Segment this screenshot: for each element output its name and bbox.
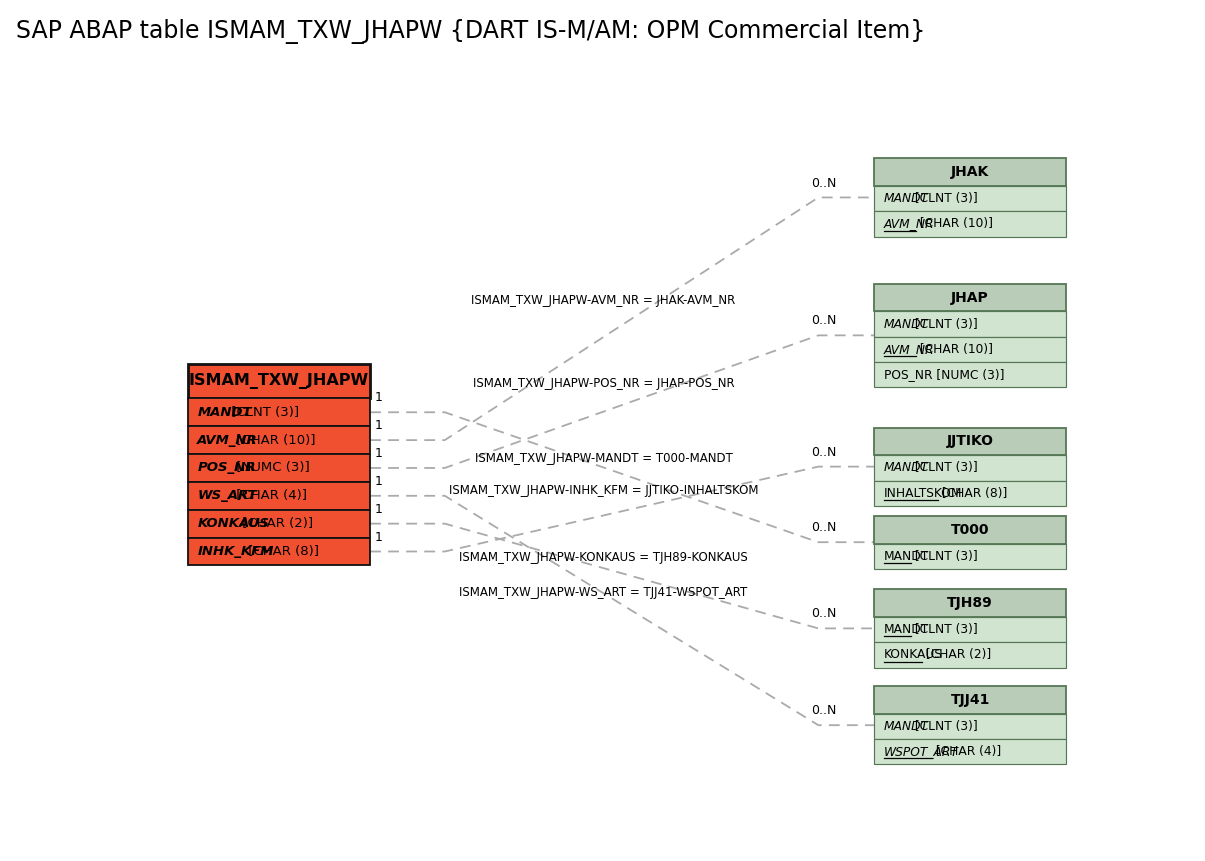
- Text: POS_NR: POS_NR: [198, 461, 255, 474]
- Text: [CHAR (2)]: [CHAR (2)]: [922, 648, 991, 661]
- Text: 1: 1: [375, 475, 383, 488]
- FancyBboxPatch shape: [875, 455, 1065, 480]
- FancyBboxPatch shape: [875, 617, 1065, 642]
- Text: ISMAM_TXW_JHAPW-KONKAUS = TJH89-KONKAUS: ISMAM_TXW_JHAPW-KONKAUS = TJH89-KONKAUS: [459, 551, 748, 564]
- Text: MANDT: MANDT: [883, 318, 929, 331]
- Text: MANDT: MANDT: [883, 461, 929, 474]
- FancyBboxPatch shape: [875, 589, 1065, 617]
- Text: WSPOT_ART: WSPOT_ART: [883, 746, 959, 759]
- Text: T000: T000: [951, 523, 989, 536]
- Text: [CHAR (4)]: [CHAR (4)]: [933, 746, 1001, 759]
- FancyBboxPatch shape: [875, 516, 1065, 543]
- Text: 1: 1: [375, 503, 383, 516]
- Text: SAP ABAP table ISMAM_TXW_JHAPW {DART IS-M/AM: OPM Commercial Item}: SAP ABAP table ISMAM_TXW_JHAPW {DART IS-…: [16, 19, 925, 44]
- Text: [CLNT (3)]: [CLNT (3)]: [911, 623, 977, 636]
- Text: [NUMC (3)]: [NUMC (3)]: [233, 461, 310, 474]
- Text: [CLNT (3)]: [CLNT (3)]: [911, 318, 977, 331]
- FancyBboxPatch shape: [875, 714, 1065, 739]
- FancyBboxPatch shape: [875, 686, 1065, 714]
- FancyBboxPatch shape: [875, 739, 1065, 765]
- Text: JHAK: JHAK: [951, 165, 989, 179]
- FancyBboxPatch shape: [875, 362, 1065, 387]
- Text: 1: 1: [375, 419, 383, 432]
- Text: JJTIKO: JJTIKO: [947, 435, 994, 449]
- FancyBboxPatch shape: [188, 482, 370, 510]
- Text: TJH89: TJH89: [947, 596, 993, 610]
- Text: [CHAR (8)]: [CHAR (8)]: [937, 486, 1007, 499]
- Text: ISMAM_TXW_JHAPW-INHK_KFM = JJTIKO-INHALTSKOM: ISMAM_TXW_JHAPW-INHK_KFM = JJTIKO-INHALT…: [448, 484, 758, 497]
- Text: [CHAR (10)]: [CHAR (10)]: [916, 218, 993, 231]
- Text: INHALTSKOM: INHALTSKOM: [883, 486, 963, 499]
- Text: ISMAM_TXW_JHAPW: ISMAM_TXW_JHAPW: [189, 373, 369, 389]
- Text: ISMAM_TXW_JHAPW-WS_ART = TJJ41-WSPOT_ART: ISMAM_TXW_JHAPW-WS_ART = TJJ41-WSPOT_ART: [459, 585, 747, 598]
- Text: [CLNT (3)]: [CLNT (3)]: [911, 461, 977, 474]
- Text: MANDT: MANDT: [883, 720, 929, 733]
- FancyBboxPatch shape: [875, 186, 1065, 212]
- Text: 1: 1: [375, 530, 383, 543]
- Text: KONKAUS: KONKAUS: [883, 648, 942, 661]
- FancyBboxPatch shape: [875, 212, 1065, 237]
- Text: JHAP: JHAP: [951, 290, 989, 305]
- Text: [CHAR (10)]: [CHAR (10)]: [916, 343, 993, 356]
- Text: ISMAM_TXW_JHAPW-MANDT = T000-MANDT: ISMAM_TXW_JHAPW-MANDT = T000-MANDT: [475, 452, 733, 465]
- FancyBboxPatch shape: [875, 312, 1065, 337]
- Text: 1: 1: [375, 447, 383, 460]
- Text: MANDT: MANDT: [883, 192, 929, 205]
- Text: AVM_NR: AVM_NR: [883, 343, 934, 356]
- Text: [CLNT (3)]: [CLNT (3)]: [911, 549, 977, 562]
- Text: 0..N: 0..N: [811, 446, 836, 459]
- Text: 0..N: 0..N: [811, 521, 836, 534]
- Text: [CLNT (3)]: [CLNT (3)]: [911, 192, 977, 205]
- Text: POS_NR [NUMC (3)]: POS_NR [NUMC (3)]: [883, 368, 1004, 381]
- Text: MANDT: MANDT: [198, 406, 252, 418]
- FancyBboxPatch shape: [875, 283, 1065, 312]
- FancyBboxPatch shape: [188, 510, 370, 537]
- Text: 0..N: 0..N: [811, 314, 836, 327]
- Text: 0..N: 0..N: [811, 704, 836, 717]
- FancyBboxPatch shape: [875, 642, 1065, 667]
- Text: [CHAR (2)]: [CHAR (2)]: [239, 517, 313, 530]
- Text: [CLNT (3)]: [CLNT (3)]: [911, 720, 977, 733]
- Text: 0..N: 0..N: [811, 608, 836, 621]
- Text: 1: 1: [375, 391, 383, 405]
- Text: [CHAR (4)]: [CHAR (4)]: [233, 489, 307, 502]
- Text: WS_ART: WS_ART: [198, 489, 257, 502]
- Text: ISMAM_TXW_JHAPW-AVM_NR = JHAK-AVM_NR: ISMAM_TXW_JHAPW-AVM_NR = JHAK-AVM_NR: [471, 294, 736, 307]
- Text: [CHAR (10)]: [CHAR (10)]: [233, 434, 316, 447]
- FancyBboxPatch shape: [875, 428, 1065, 455]
- FancyBboxPatch shape: [875, 337, 1065, 362]
- Text: [CHAR (8)]: [CHAR (8)]: [245, 545, 319, 558]
- FancyBboxPatch shape: [875, 543, 1065, 569]
- FancyBboxPatch shape: [188, 426, 370, 454]
- FancyBboxPatch shape: [875, 158, 1065, 186]
- Text: 0..N: 0..N: [811, 177, 836, 189]
- FancyBboxPatch shape: [188, 364, 370, 399]
- Text: AVM_NR: AVM_NR: [198, 434, 258, 447]
- FancyBboxPatch shape: [875, 480, 1065, 505]
- Text: ISMAM_TXW_JHAPW-POS_NR = JHAP-POS_NR: ISMAM_TXW_JHAPW-POS_NR = JHAP-POS_NR: [472, 377, 734, 390]
- FancyBboxPatch shape: [188, 537, 370, 566]
- Text: [CLNT (3)]: [CLNT (3)]: [227, 406, 299, 418]
- Text: TJJ41: TJJ41: [951, 693, 989, 707]
- Text: KONKAUS: KONKAUS: [198, 517, 269, 530]
- Text: AVM_NR: AVM_NR: [883, 218, 934, 231]
- FancyBboxPatch shape: [188, 454, 370, 482]
- FancyBboxPatch shape: [188, 399, 370, 426]
- Text: INHK_KFM: INHK_KFM: [198, 545, 274, 558]
- Text: MANDT: MANDT: [883, 549, 929, 562]
- Text: MANDT: MANDT: [883, 623, 929, 636]
